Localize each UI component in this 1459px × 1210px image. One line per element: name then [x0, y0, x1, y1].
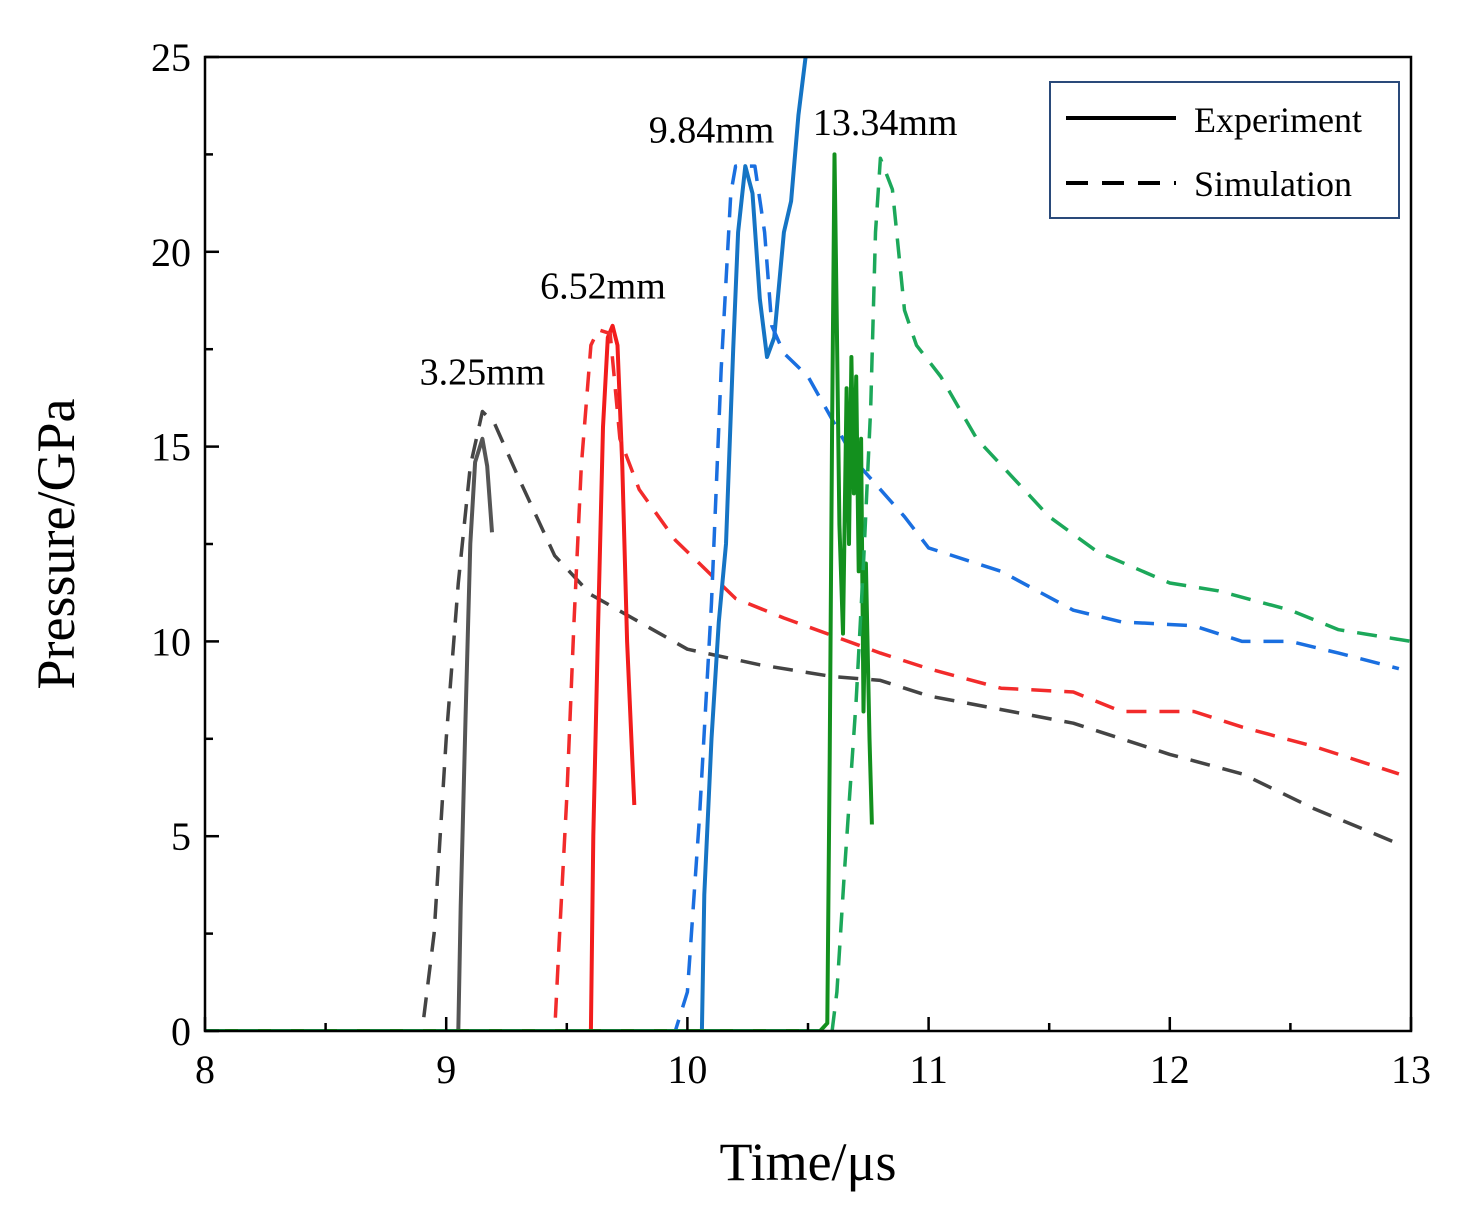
series-6-52mm-experiment-line	[205, 323, 637, 1031]
x-tick-label: 12	[1150, 1047, 1190, 1092]
series-layer	[205, 57, 1411, 1031]
series-9-84mm-experiment-line	[205, 57, 808, 1031]
legend: Experiment Simulation	[1049, 81, 1400, 219]
axis-ticks: 8 9 10 11 12 13 0 5 10 15 20 25	[151, 35, 1431, 1092]
y-tick-label: 5	[171, 814, 191, 859]
legend-label-simulation: Simulation	[1194, 164, 1352, 204]
y-tick-label: 0	[171, 1009, 191, 1054]
y-tick-label: 25	[151, 35, 191, 80]
annotations: 3.25mm 6.52mm 9.84mm 13.34mm	[420, 102, 958, 393]
series-9-84mm-simulation-line	[205, 164, 1400, 1031]
series-3-25mm-simulation-line	[205, 409, 1400, 1031]
y-axis-title: Pressure/GPa	[26, 398, 86, 689]
legend-box	[1049, 81, 1400, 219]
curve-label: 6.52mm	[540, 266, 666, 308]
x-tick-label: 11	[909, 1047, 948, 1092]
curve-label: 3.25mm	[420, 351, 546, 393]
curve-label: 13.34mm	[813, 102, 958, 144]
x-tick-label: 9	[436, 1047, 456, 1092]
series-13-34mm-simulation-line	[205, 156, 1411, 1031]
legend-label-experiment: Experiment	[1194, 100, 1362, 140]
series-6-52mm-simulation-line	[205, 327, 1400, 1031]
curve-label: 9.84mm	[649, 110, 775, 152]
y-tick-label: 15	[151, 425, 191, 470]
y-tick-label: 20	[151, 230, 191, 275]
x-tick-label: 10	[667, 1047, 707, 1092]
x-axis-title: Time/μs	[719, 1132, 896, 1192]
y-tick-label: 10	[151, 619, 191, 664]
series-13-34mm-experiment-line	[205, 152, 874, 1031]
x-tick-label: 13	[1391, 1047, 1431, 1092]
series-3-25mm-experiment-line	[205, 436, 494, 1031]
x-tick-label: 8	[195, 1047, 215, 1092]
